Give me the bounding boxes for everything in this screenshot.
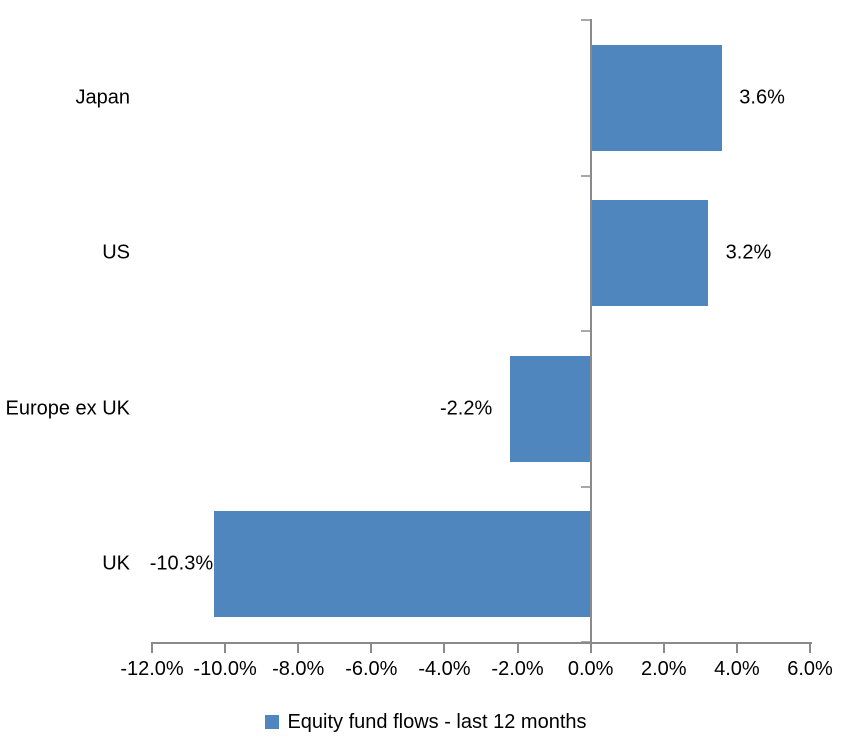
- x-tick-label: -12.0%: [120, 658, 184, 680]
- x-axis-tick: [224, 642, 227, 653]
- x-axis-tick: [735, 642, 738, 653]
- data-label: -2.2%: [439, 397, 493, 420]
- bar: [590, 44, 723, 151]
- x-tick-label: -8.0%: [272, 658, 325, 680]
- x-axis-tick: [662, 642, 665, 653]
- x-tick-label: 0.0%: [567, 658, 614, 680]
- x-axis-tick: [809, 642, 811, 653]
- x-tick-label: -2.0%: [491, 658, 544, 680]
- data-label: 3.2%: [725, 241, 772, 264]
- category-label: UK: [102, 552, 130, 575]
- x-axis-tick: [516, 642, 519, 653]
- x-tick-label: -10.0%: [193, 658, 257, 680]
- y-axis-tick: [580, 19, 590, 21]
- legend-swatch-icon: [265, 715, 280, 729]
- x-axis-tick: [151, 642, 153, 653]
- x-axis-tick: [297, 642, 300, 653]
- category-label: Japan: [75, 86, 131, 109]
- x-tick-label: 4.0%: [714, 658, 760, 680]
- data-label: -10.3%: [149, 552, 214, 575]
- bar: [590, 200, 708, 307]
- x-axis-tick: [589, 642, 592, 653]
- x-tick-label: -6.0%: [345, 658, 398, 680]
- x-axis-tick: [443, 642, 446, 653]
- category-label: US: [102, 241, 130, 264]
- y-axis-tick: [580, 174, 590, 177]
- x-tick-label: 6.0%: [787, 658, 833, 680]
- x-axis-line: [152, 642, 812, 644]
- legend-label: Equity fund flows - last 12 months: [287, 710, 587, 733]
- y-axis-tick: [580, 330, 590, 332]
- bar: [510, 355, 591, 462]
- category-label: Europe ex UK: [5, 397, 130, 420]
- bar: [214, 511, 591, 618]
- x-tick-label: -4.0%: [418, 658, 471, 680]
- y-axis-tick: [580, 485, 590, 488]
- x-axis-tick: [370, 642, 373, 653]
- y-axis-line: [589, 19, 592, 643]
- legend: Equity fund flows - last 12 months: [0, 708, 852, 736]
- data-label: 3.6%: [739, 86, 785, 109]
- x-tick-label: 2.0%: [640, 658, 687, 680]
